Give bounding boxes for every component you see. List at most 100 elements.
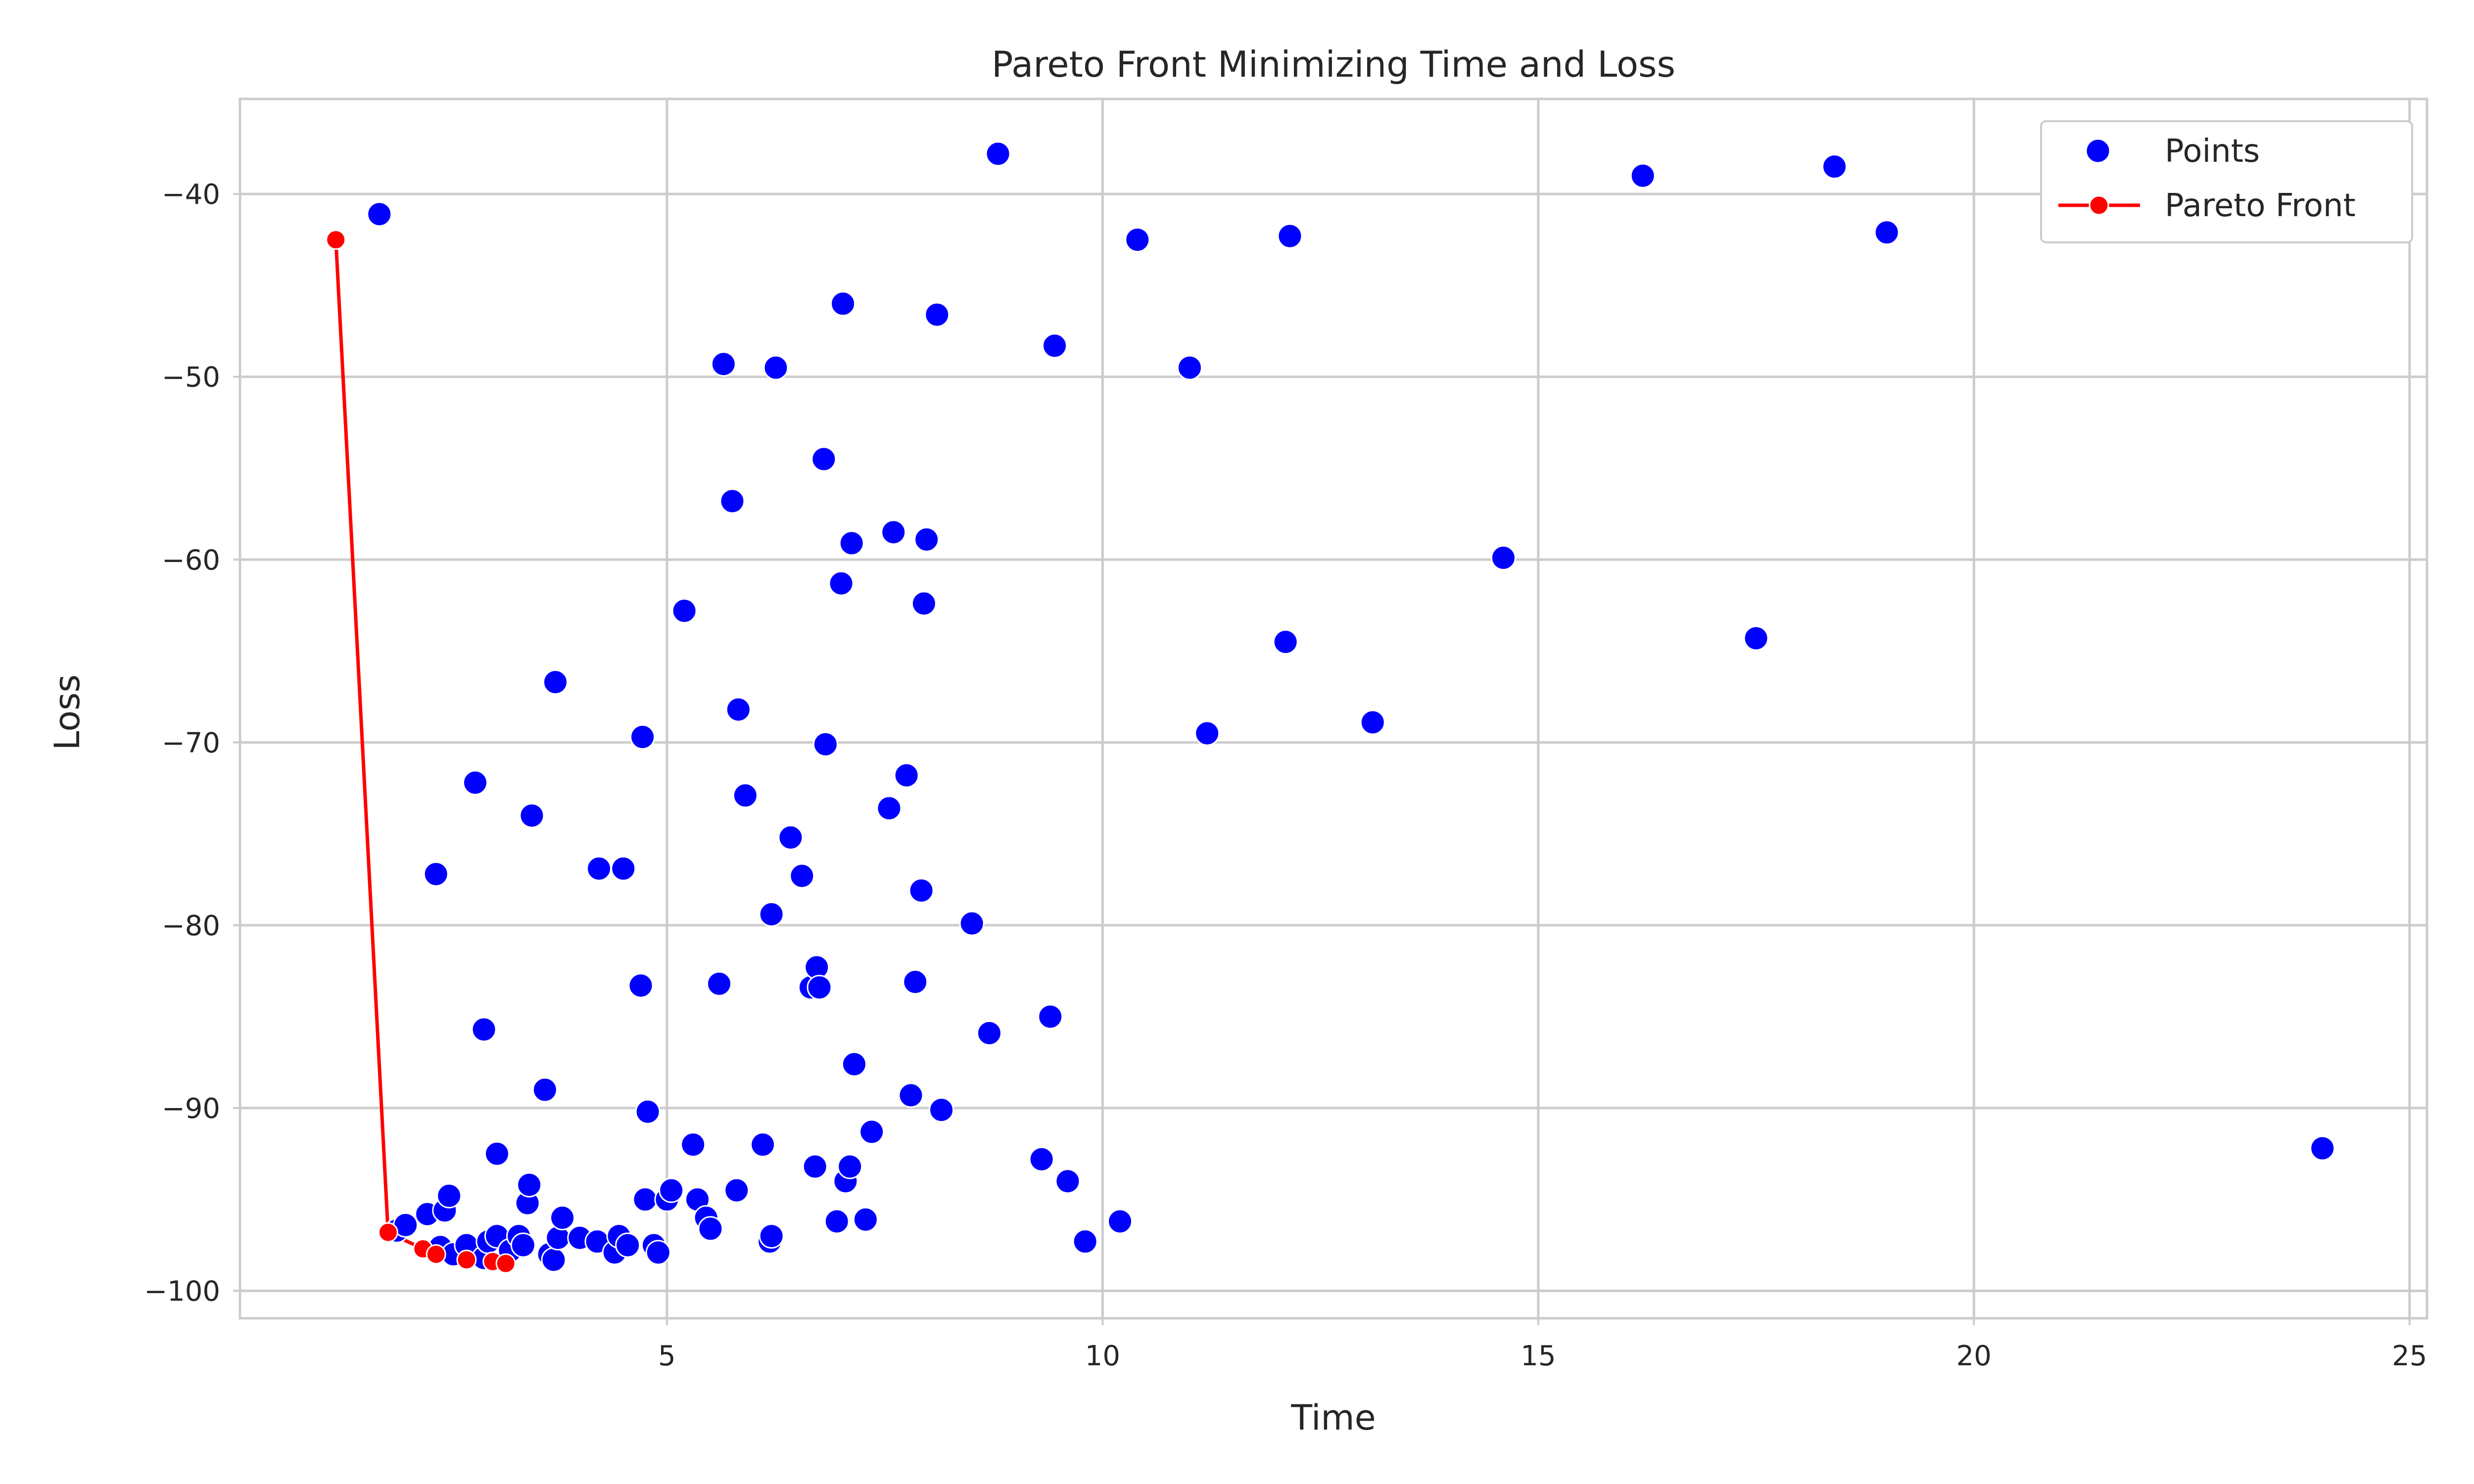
data-point bbox=[635, 1099, 661, 1124]
y-tick-label: −70 bbox=[162, 727, 220, 759]
chart-title: Pareto Front Minimizing Time and Loss bbox=[992, 44, 1675, 85]
data-point bbox=[812, 732, 838, 757]
data-point bbox=[811, 446, 837, 472]
pareto-point bbox=[426, 1244, 446, 1265]
data-point bbox=[1277, 223, 1303, 249]
y-axis-ticks: −40 −50 −60 −70 −80 −90 −100 bbox=[144, 179, 240, 1308]
legend-points-label: Points bbox=[2165, 133, 2260, 170]
data-point bbox=[1072, 1229, 1098, 1254]
data-point bbox=[1490, 545, 1516, 571]
data-point bbox=[837, 1154, 863, 1179]
data-point bbox=[1194, 720, 1220, 746]
data-point bbox=[2310, 1135, 2335, 1161]
data-point bbox=[1107, 1208, 1133, 1234]
data-point bbox=[876, 795, 902, 821]
data-point bbox=[908, 878, 934, 903]
data-point bbox=[725, 696, 751, 722]
data-point bbox=[828, 570, 854, 596]
data-point bbox=[841, 1051, 867, 1077]
data-point bbox=[542, 669, 568, 695]
data-point bbox=[519, 803, 545, 829]
data-point bbox=[671, 598, 697, 624]
data-point bbox=[1125, 227, 1150, 253]
data-point bbox=[853, 1206, 878, 1232]
data-point bbox=[680, 1132, 706, 1158]
data-point bbox=[711, 351, 736, 377]
data-point bbox=[903, 969, 928, 995]
x-axis-ticks: 5 10 15 20 25 bbox=[658, 1318, 2427, 1372]
points-series bbox=[367, 141, 2335, 1273]
data-point bbox=[824, 1208, 850, 1234]
grid bbox=[240, 99, 2427, 1318]
data-point bbox=[959, 911, 985, 936]
data-point bbox=[719, 488, 745, 514]
x-tick-label: 10 bbox=[1085, 1340, 1120, 1372]
y-tick-label: −50 bbox=[162, 362, 220, 394]
x-tick-label: 15 bbox=[1521, 1340, 1556, 1372]
data-point bbox=[778, 825, 804, 850]
data-point bbox=[698, 1216, 723, 1242]
data-point bbox=[1042, 333, 1067, 359]
plot-frame bbox=[238, 97, 2428, 1320]
data-point bbox=[924, 302, 950, 327]
data-point bbox=[707, 971, 732, 997]
data-point bbox=[732, 783, 758, 808]
y-tick-label: −90 bbox=[162, 1093, 220, 1125]
data-point bbox=[914, 527, 940, 553]
data-point bbox=[1743, 625, 1769, 651]
data-point bbox=[985, 141, 1011, 167]
legend-points-marker bbox=[2085, 138, 2111, 164]
data-point bbox=[759, 901, 784, 927]
data-point bbox=[517, 1172, 542, 1198]
x-axis-label: Time bbox=[1290, 1397, 1376, 1438]
data-point bbox=[586, 856, 612, 881]
pareto-point bbox=[326, 230, 346, 250]
pareto-front-markers bbox=[326, 230, 516, 1274]
legend-pareto-label: Pareto Front bbox=[2165, 187, 2356, 224]
data-point bbox=[789, 863, 815, 889]
data-point bbox=[802, 1154, 828, 1179]
data-point bbox=[1822, 154, 1848, 180]
y-tick-label: −80 bbox=[162, 910, 220, 942]
data-point bbox=[1273, 629, 1298, 655]
pareto-point bbox=[378, 1222, 398, 1243]
data-point bbox=[1038, 1004, 1063, 1029]
data-point bbox=[611, 856, 636, 881]
data-point bbox=[881, 519, 906, 545]
data-point bbox=[859, 1119, 885, 1145]
y-tick-label: −100 bbox=[144, 1276, 220, 1308]
legend-box bbox=[2040, 120, 2413, 243]
data-point bbox=[510, 1232, 536, 1258]
data-point bbox=[367, 201, 392, 227]
data-point bbox=[541, 1247, 567, 1273]
legend: Points Pareto Front bbox=[2040, 120, 2413, 243]
data-point bbox=[898, 1082, 924, 1108]
data-point bbox=[839, 530, 864, 556]
data-point bbox=[532, 1077, 558, 1103]
data-point bbox=[628, 973, 654, 998]
data-point bbox=[462, 770, 488, 795]
data-point bbox=[645, 1240, 671, 1265]
data-point bbox=[659, 1177, 684, 1203]
data-point bbox=[550, 1205, 575, 1231]
data-point bbox=[830, 291, 856, 317]
data-point bbox=[471, 1017, 497, 1042]
legend-pareto-marker bbox=[2089, 195, 2109, 216]
data-point bbox=[632, 1187, 658, 1212]
data-point bbox=[1177, 355, 1202, 380]
pareto-point bbox=[456, 1250, 477, 1270]
data-point bbox=[1874, 220, 1900, 245]
data-point bbox=[724, 1177, 750, 1203]
y-axis-label: Loss bbox=[47, 674, 88, 750]
x-tick-label: 20 bbox=[1956, 1340, 1992, 1372]
data-point bbox=[1630, 163, 1656, 188]
data-point bbox=[1055, 1168, 1081, 1194]
data-point bbox=[763, 355, 789, 380]
data-point bbox=[423, 861, 449, 887]
data-point bbox=[976, 1020, 1002, 1046]
y-tick-label: −40 bbox=[162, 179, 220, 211]
x-tick-label: 5 bbox=[658, 1340, 676, 1372]
y-tick-label: −60 bbox=[162, 544, 220, 576]
data-point bbox=[1029, 1146, 1054, 1172]
data-point bbox=[807, 974, 832, 1000]
